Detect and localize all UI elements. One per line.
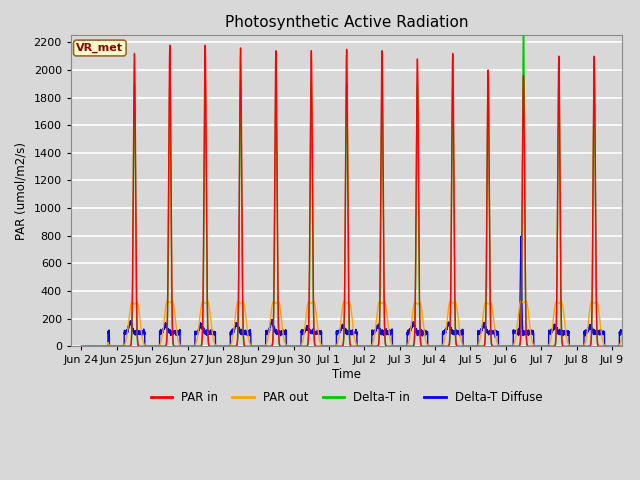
X-axis label: Time: Time xyxy=(332,368,361,381)
Y-axis label: PAR (umol/m2/s): PAR (umol/m2/s) xyxy=(15,142,28,240)
Text: VR_met: VR_met xyxy=(76,43,124,53)
Title: Photosynthetic Active Radiation: Photosynthetic Active Radiation xyxy=(225,15,468,30)
Legend: PAR in, PAR out, Delta-T in, Delta-T Diffuse: PAR in, PAR out, Delta-T in, Delta-T Dif… xyxy=(146,386,547,409)
